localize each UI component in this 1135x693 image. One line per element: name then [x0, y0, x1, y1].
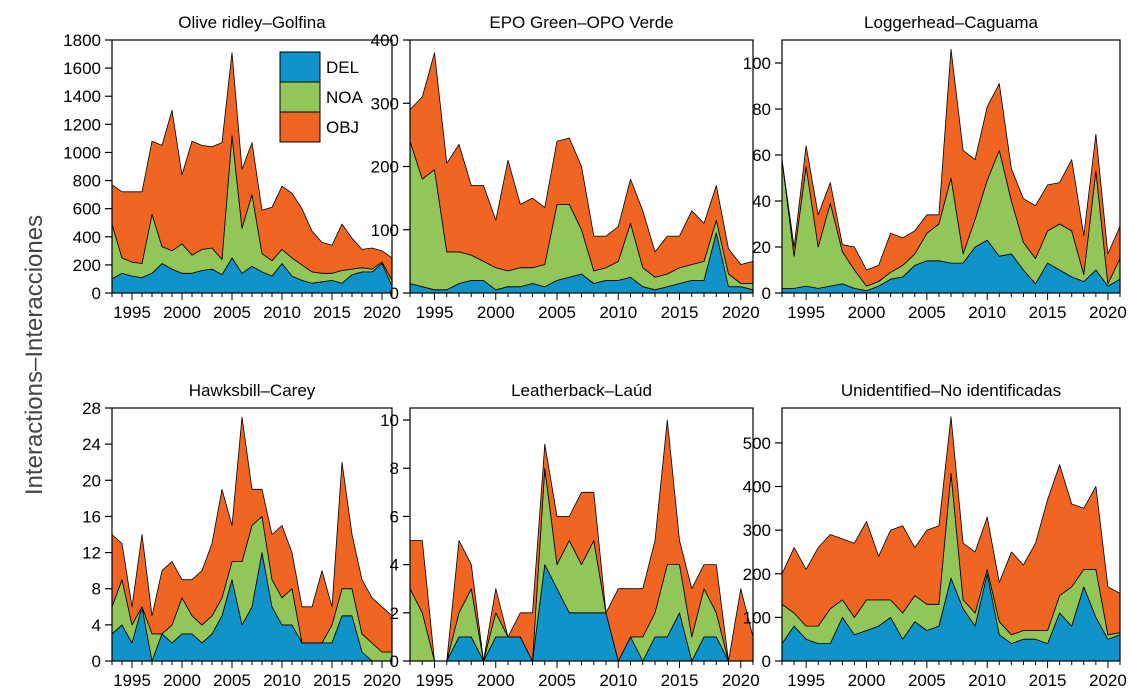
- panel-title: Hawksbill–Carey: [189, 381, 316, 400]
- x-tick-label: 2015: [1029, 303, 1067, 322]
- y-tick-label: 4: [92, 616, 101, 635]
- y-tick-label: 300: [371, 94, 399, 113]
- x-tick-label: 2005: [538, 671, 576, 690]
- y-tick-label: 100: [743, 608, 771, 627]
- legend: DEL NOA OBJ: [279, 51, 364, 143]
- x-tick-label: 2005: [538, 303, 576, 322]
- legend-label-obj: OBJ: [326, 118, 359, 137]
- y-tick-label: 400: [73, 228, 101, 247]
- y-tick-label: 1800: [63, 31, 101, 50]
- x-tick-label: 1995: [113, 671, 151, 690]
- y-tick-label: 1600: [63, 59, 101, 78]
- legend-swatch-noa: [279, 81, 321, 113]
- x-tick-label: 2000: [163, 303, 201, 322]
- x-tick-label: 2000: [477, 671, 515, 690]
- y-tick-label: 0: [390, 652, 399, 671]
- y-tick-label: 200: [743, 565, 771, 584]
- y-tick-label: 200: [371, 158, 399, 177]
- x-tick-label: 2010: [968, 671, 1006, 690]
- y-tick-label: 0: [762, 652, 771, 671]
- y-tick-label: 0: [762, 284, 771, 303]
- x-tick-label: 1995: [787, 671, 825, 690]
- y-tick-label: 20: [752, 238, 771, 257]
- y-tick-label: 100: [371, 221, 399, 240]
- x-tick-label: 2000: [848, 671, 886, 690]
- y-tick-label: 1200: [63, 115, 101, 134]
- y-tick-label: 100: [743, 54, 771, 73]
- x-tick-label: 2010: [263, 303, 301, 322]
- x-tick-label: 2020: [1089, 671, 1127, 690]
- x-tick-label: 2005: [213, 303, 251, 322]
- legend-label-noa: NOA: [326, 88, 364, 107]
- panel-3: 0 20 40 60 80 100 1995 2000 2005 2010 2015 2020 Logg…: [743, 13, 1127, 322]
- legend-swatch-del: [279, 51, 321, 83]
- x-tick-label: 2020: [1089, 303, 1127, 322]
- y-tick-label: 400: [371, 31, 399, 50]
- x-tick-label: 1995: [787, 303, 825, 322]
- x-tick-label: 2010: [599, 303, 637, 322]
- y-tick-label: 600: [73, 200, 101, 219]
- x-tick-label: 2000: [163, 671, 201, 690]
- x-tick-label: 2005: [213, 671, 251, 690]
- x-tick-label: 2020: [363, 303, 401, 322]
- y-tick-label: 6: [390, 507, 399, 526]
- x-tick-label: 2010: [263, 671, 301, 690]
- y-tick-label: 800: [73, 172, 101, 191]
- y-tick-label: 0: [92, 652, 101, 671]
- x-tick-label: 2005: [908, 303, 946, 322]
- panel-5: 0 2 4 6 8 10 1995 2000 2005 2010 2015 2020 Leatherba…: [380, 381, 760, 690]
- y-tick-label: 300: [743, 521, 771, 540]
- panel-2: 0 100 200 300 400 1995 2000 2005 2010 2015 2020 EPO…: [371, 13, 760, 322]
- y-tick-label: 20: [82, 471, 101, 490]
- x-tick-label: 1995: [416, 671, 454, 690]
- legend-label-del: DEL: [326, 58, 359, 77]
- x-tick-label: 2005: [908, 671, 946, 690]
- y-tick-label: 8: [92, 580, 101, 599]
- panel-title: EPO Green–OPO Verde: [489, 13, 673, 32]
- x-tick-label: 2015: [1029, 671, 1067, 690]
- panel-title: Unidentified–No identificadas: [841, 381, 1061, 400]
- y-tick-label: 12: [82, 544, 101, 563]
- y-tick-label: 28: [82, 399, 101, 418]
- y-tick-label: 60: [752, 146, 771, 165]
- y-tick-label: 400: [743, 478, 771, 497]
- y-tick-label: 16: [82, 507, 101, 526]
- x-tick-label: 2000: [477, 303, 515, 322]
- x-tick-label: 2015: [313, 303, 351, 322]
- y-tick-label: 500: [743, 434, 771, 453]
- x-tick-label: 2000: [848, 303, 886, 322]
- legend-swatch-obj: [279, 111, 321, 143]
- panel-title: Loggerhead–Caguama: [864, 13, 1038, 32]
- x-tick-label: 2020: [363, 671, 401, 690]
- y-tick-label: 40: [752, 192, 771, 211]
- x-tick-label: 1995: [113, 303, 151, 322]
- y-tick-label: 200: [73, 256, 101, 275]
- y-tick-label: 1000: [63, 143, 101, 162]
- y-tick-label: 0: [92, 284, 101, 303]
- x-tick-label: 2015: [661, 671, 699, 690]
- x-tick-label: 2015: [661, 303, 699, 322]
- x-tick-label: 2010: [968, 303, 1006, 322]
- panel-title: Leatherback–Laúd: [511, 381, 652, 400]
- y-tick-label: 8: [390, 459, 399, 478]
- y-tick-label: 0: [390, 284, 399, 303]
- y-tick-label: 10: [380, 411, 399, 430]
- x-tick-label: 2010: [599, 671, 637, 690]
- panel-6: 0 100 200 300 400 500 1995 2000 2005 2010 2015 2020…: [743, 381, 1127, 690]
- y-tick-label: 2: [390, 604, 399, 623]
- y-axis-label: Interactions–Interacciones: [21, 215, 48, 495]
- x-tick-label: 1995: [416, 303, 454, 322]
- x-tick-label: 2020: [722, 671, 760, 690]
- y-tick-label: 4: [390, 556, 399, 575]
- x-tick-label: 2020: [722, 303, 760, 322]
- x-tick-label: 2015: [313, 671, 351, 690]
- panel-title: Olive ridley–Golfina: [178, 13, 326, 32]
- y-tick-label: 1400: [63, 87, 101, 106]
- y-tick-label: 24: [82, 435, 101, 454]
- y-tick-label: 80: [752, 100, 771, 119]
